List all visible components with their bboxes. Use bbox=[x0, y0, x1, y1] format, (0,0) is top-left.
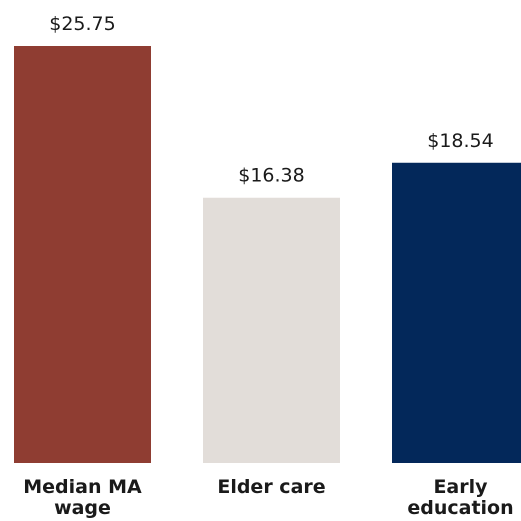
value-label-elder-care: $16.38 bbox=[238, 165, 304, 187]
category-label-early-education-line-2: education bbox=[407, 497, 513, 519]
bar-median-ma-wage bbox=[14, 46, 151, 463]
category-label-elder-care: Elder care bbox=[217, 476, 325, 498]
category-label-early-education-line-1: Early bbox=[433, 476, 488, 498]
category-label-median-ma-wage-line-2: wage bbox=[54, 497, 111, 519]
value-label-median-ma-wage: $25.75 bbox=[49, 13, 115, 35]
bars-group bbox=[14, 46, 521, 463]
value-label-early-education: $18.54 bbox=[427, 130, 493, 152]
category-label-median-ma-wage-line-1: Median MA bbox=[23, 476, 142, 498]
bar-elder-care bbox=[203, 197, 340, 463]
bar-early-education bbox=[392, 162, 521, 463]
value-labels-group: $25.75 $16.38 $18.54 bbox=[49, 13, 493, 187]
